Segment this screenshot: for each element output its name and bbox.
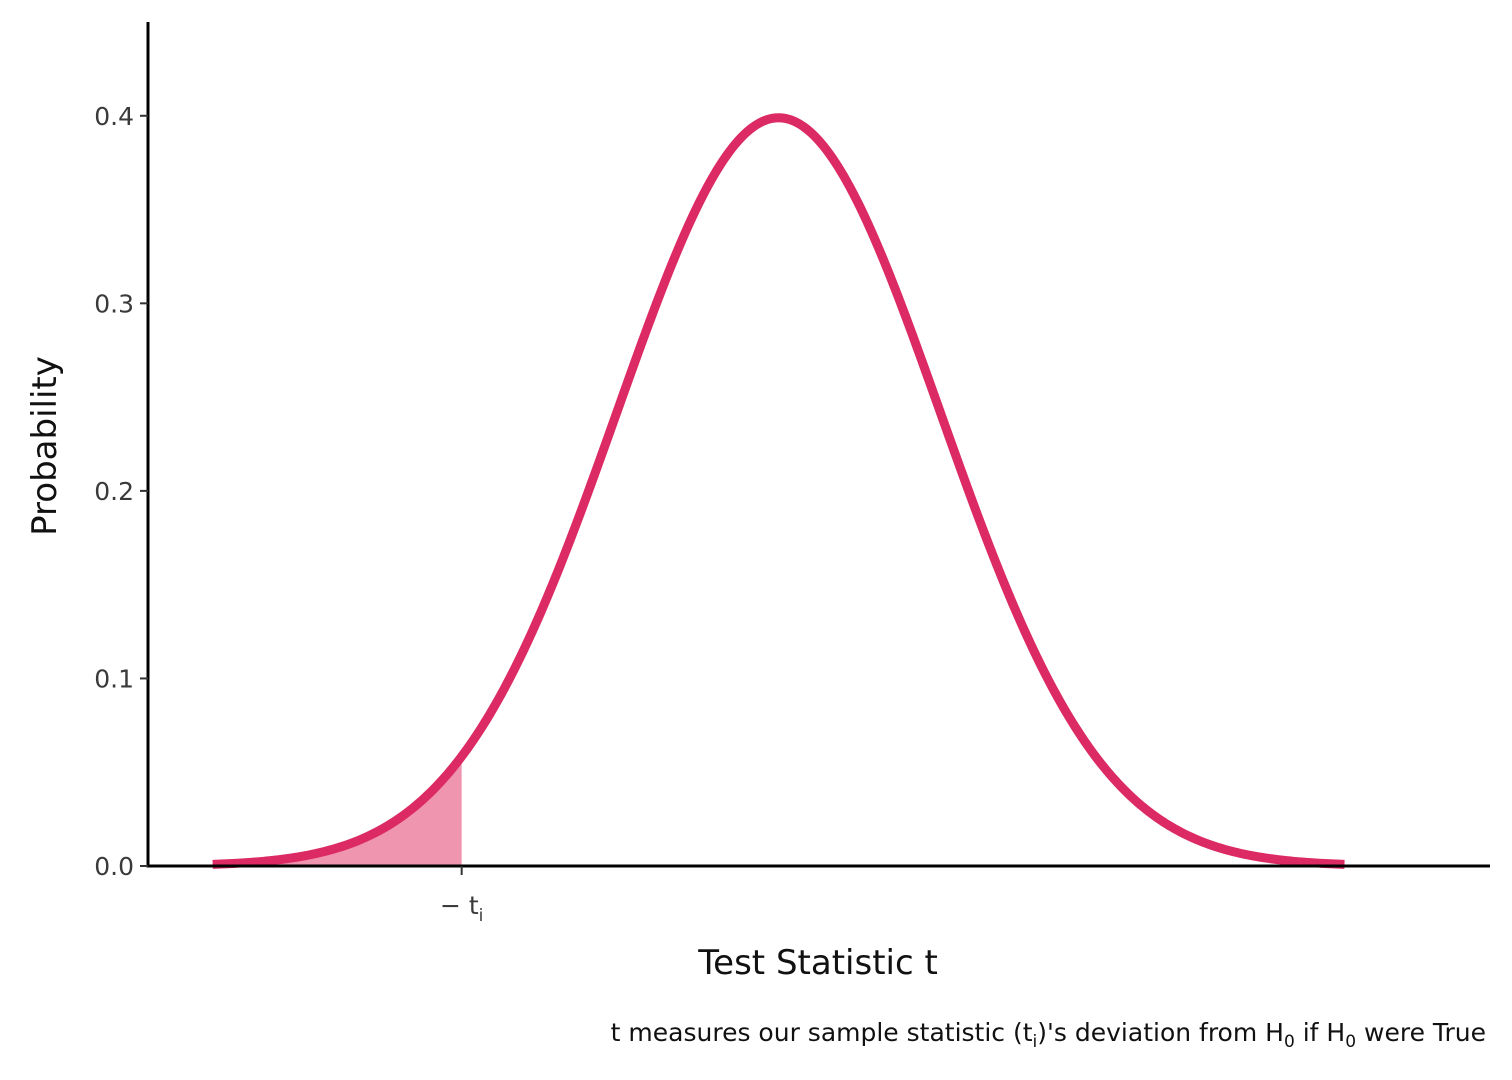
- y-tick-label: 0.1: [94, 664, 134, 693]
- y-tick-label: 0.3: [94, 289, 134, 318]
- chart-caption: t measures our sample statistic (ti)'s d…: [611, 1018, 1486, 1052]
- shaded-tail-area: [212, 756, 462, 866]
- density-curve: [211, 113, 1347, 869]
- y-tick-label: 0.2: [94, 477, 134, 506]
- x-axis-title: Test Statistic t: [697, 943, 938, 983]
- x-ticks: − ti: [440, 866, 483, 926]
- y-tick-label: 0.4: [94, 102, 134, 131]
- y-ticks: 0.0 0.1 0.2 0.3 0.4: [94, 102, 148, 881]
- x-tick-label: − ti: [440, 891, 483, 926]
- y-tick-label: 0.0: [94, 852, 134, 881]
- y-axis-title: Probability: [25, 356, 65, 536]
